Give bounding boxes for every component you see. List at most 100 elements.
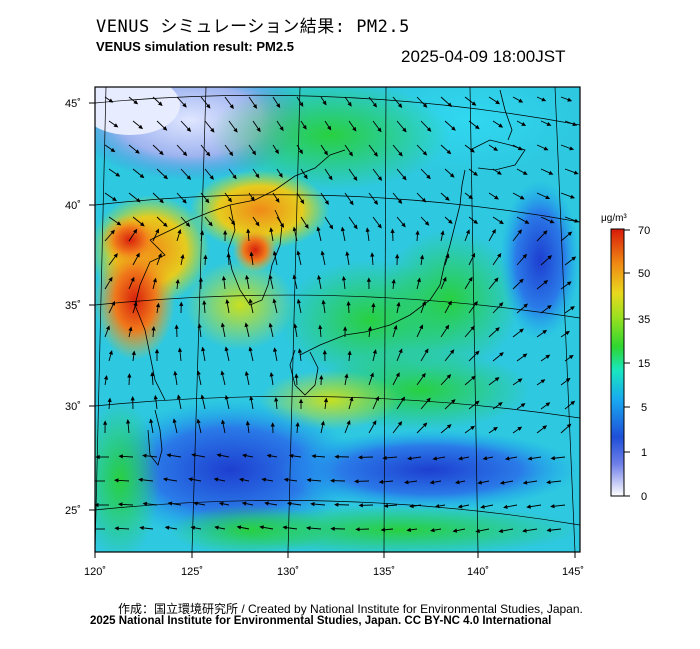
wind-arrow-head [225,299,230,304]
wind-arrow-head [470,148,475,153]
wind-arrow-head [180,253,185,259]
taiwan-coast [147,409,163,466]
wind-arrow-head [248,298,253,304]
wind-arrow-head [306,525,311,531]
wind-arrow-head [319,374,324,380]
wind-arrow-head [245,420,251,426]
wind-arrow-head [380,527,386,532]
wind-arrow-head [111,300,116,306]
page-title-japanese: VENUS シミュレーション結果: PM2.5 [96,17,410,37]
wind-arrow-head [175,278,180,284]
wind-arrow-head [224,394,229,400]
wind-arrow-head [200,394,205,400]
wind-arrow-head [176,394,182,400]
pm25-concentration-field [95,87,580,552]
wind-arrow-head [395,253,400,259]
wind-arrow-head [402,175,407,181]
wind-arrow-head [444,324,450,330]
wind-arrow-head [429,480,435,485]
wind-arrow-head [518,98,524,103]
wind-arrow-head [323,150,328,156]
wind-arrow-head [174,324,179,329]
wind-arrow-head [542,425,548,430]
wind-arrow-head [366,277,371,282]
meridian-140 [469,87,479,552]
wind-arrow-head [295,422,300,427]
wind-arrow-head [346,300,351,306]
wind-arrow-head [522,353,528,358]
wind-arrow-head [256,127,261,133]
wind-arrow-head [102,420,108,425]
wind-arrow-head [365,227,370,232]
wind-arrow-head [224,346,229,352]
wind-arrow-head [135,198,141,203]
wind-arrow-head [406,527,411,532]
lon-label-135: 135˚ [373,566,395,578]
wind-arrow-head [292,274,297,280]
wind-arrow-head [186,175,192,180]
wind-arrow-head [471,375,476,381]
lat-label-45: 45˚ [65,98,81,110]
wind-arrow-head [393,324,398,330]
wind-arrow-head [294,373,299,378]
wind-arrow-head [517,426,523,431]
colorbar-tick-70: 70 [638,225,650,237]
wind-arrow-head [278,173,283,178]
colorbar: μg/m³ 70 50 35 15 5 1 0 [601,213,650,503]
korea-peninsula [227,204,283,306]
wind-arrow-head [205,151,211,157]
wind-arrow-head [177,229,182,234]
wind-arrow-head [327,125,332,131]
wind-arrow-head [522,170,528,175]
colorbar-unit-label: μg/m³ [601,213,627,224]
wind-arrow-head [197,323,202,328]
wind-arrow-head [330,478,335,483]
wind-arrow-head [494,277,499,283]
wind-arrow-head [543,146,549,151]
wind-arrow-head [155,228,159,234]
wind-arrow-head [449,349,455,354]
wind-arrow-head [341,275,347,281]
wind-arrow-head [545,402,551,407]
wind-arrow-head [566,281,572,286]
wind-arrow-head [300,199,305,205]
wind-arrow-head [432,456,438,461]
wind-arrow-head [255,173,260,179]
wind-arrow-head [520,403,526,408]
wind-arrow-head [474,400,480,406]
wind-arrow-head [548,170,554,175]
wind-arrow-head [571,256,577,261]
wind-arrow-head [498,123,504,128]
wind-arrow-head [421,197,427,203]
wind-arrow-head [159,198,164,204]
wind-arrow-head [470,425,476,430]
wind-arrow-head [131,350,136,356]
wind-arrow-head [547,255,553,260]
wind-arrow-head [570,306,575,311]
sakhalin-coast [499,89,513,141]
wind-arrow-head [242,453,247,458]
wind-arrow-head [157,252,162,258]
wind-arrow-head [166,453,171,458]
wind-arrow-head [321,299,326,305]
wind-arrow-head [396,301,401,307]
wind-arrow-head [279,223,285,228]
wind-arrow-head [468,276,473,282]
wind-arrow-head [334,502,339,507]
wind-arrow-head [349,396,354,402]
wind-arrow-head [162,222,168,227]
wind-arrow-head [424,221,430,226]
wind-arrow-head [451,126,456,131]
wind-arrow-head [95,502,99,508]
wind-arrow-head [317,274,322,280]
wind-arrow-head [95,454,100,460]
wind-arrow-head [344,373,349,379]
wind-arrow-head [167,501,173,506]
wind-arrow-head [202,300,207,305]
lon-label-145: 145˚ [562,566,584,578]
wind-arrow-head [272,250,277,256]
wind-arrow-head [142,453,147,458]
wind-arrow-head [377,127,382,133]
wind-arrow-head [128,326,133,332]
wind-arrow-head [302,124,307,130]
